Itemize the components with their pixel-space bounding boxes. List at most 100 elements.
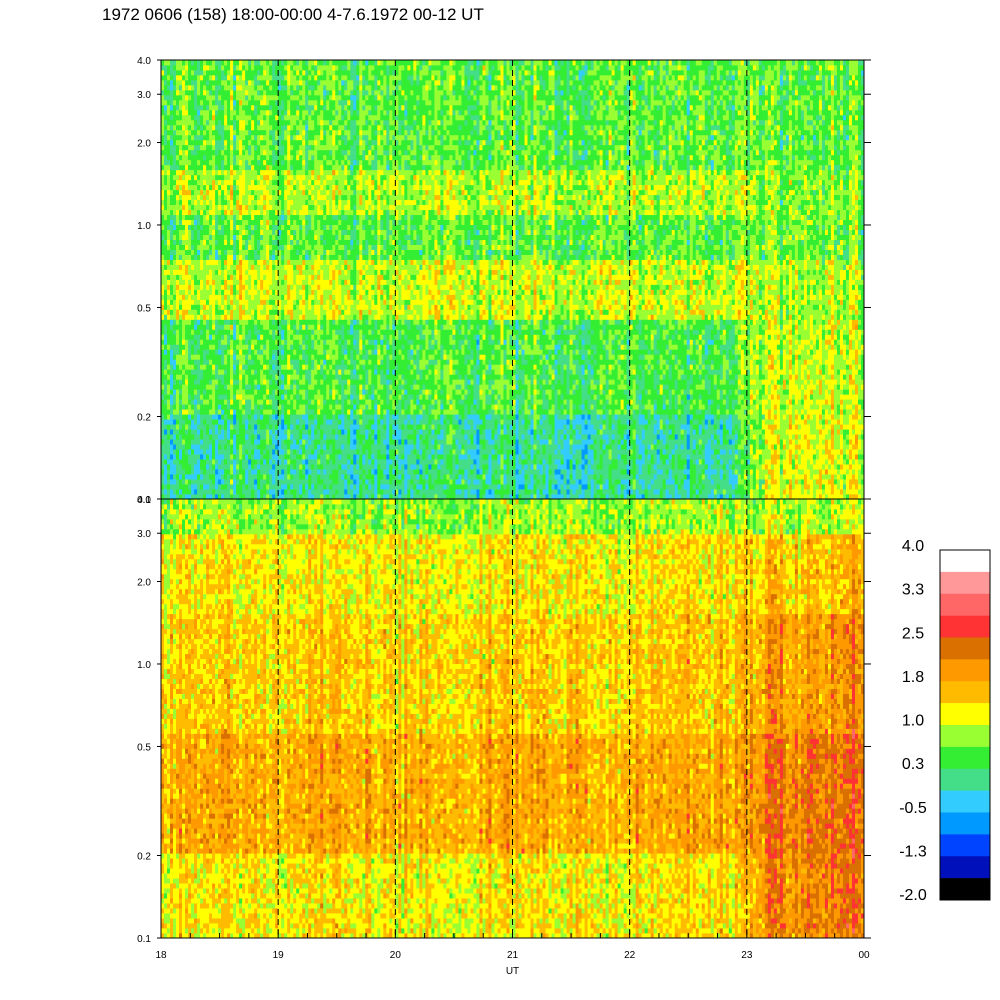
heatmap-cell	[203, 100, 206, 105]
heatmap-cell	[221, 304, 224, 309]
heatmap-cell	[233, 469, 236, 474]
heatmap-cell	[299, 160, 302, 165]
heatmap-cell	[278, 245, 281, 250]
heatmap-cell	[302, 449, 305, 454]
heatmap-cell	[194, 200, 197, 205]
heatmap-cell	[272, 145, 275, 150]
heatmap-cell	[167, 464, 170, 469]
heatmap-cell	[323, 299, 326, 304]
heatmap-cell	[326, 479, 329, 484]
heatmap-cell	[296, 364, 299, 369]
heatmap-cell	[164, 235, 167, 240]
heatmap-cell	[212, 240, 215, 245]
heatmap-cell	[236, 85, 239, 90]
heatmap-cell	[179, 265, 182, 270]
heatmap-cell	[326, 235, 329, 240]
heatmap-cell	[302, 120, 305, 125]
heatmap-cell	[227, 225, 230, 230]
heatmap-cell	[233, 105, 236, 110]
heatmap-cell	[197, 469, 200, 474]
heatmap-cell	[188, 85, 191, 90]
heatmap-cell	[215, 80, 218, 85]
heatmap-cell	[206, 190, 209, 195]
heatmap-cell	[188, 474, 191, 479]
heatmap-cell	[188, 439, 191, 444]
heatmap-cell	[290, 220, 293, 225]
heatmap-cell	[200, 280, 203, 285]
heatmap-cell	[290, 374, 293, 379]
heatmap-cell	[290, 419, 293, 424]
heatmap-cell	[224, 484, 227, 489]
heatmap-cell	[164, 260, 167, 265]
heatmap-cell	[215, 414, 218, 419]
heatmap-cell	[305, 140, 308, 145]
heatmap-cell	[167, 280, 170, 285]
heatmap-cell	[296, 275, 299, 280]
heatmap-cell	[188, 284, 191, 289]
heatmap-cell	[194, 75, 197, 80]
heatmap-cell	[326, 150, 329, 155]
heatmap-cell	[164, 374, 167, 379]
heatmap-cell	[167, 474, 170, 479]
heatmap-cell	[251, 210, 254, 215]
heatmap-cell	[230, 304, 233, 309]
heatmap-cell	[239, 414, 242, 419]
heatmap-cell	[227, 294, 230, 299]
heatmap-cell	[308, 419, 311, 424]
heatmap-cell	[320, 80, 323, 85]
heatmap-cell	[263, 414, 266, 419]
heatmap-cell	[320, 200, 323, 205]
heatmap-cell	[164, 95, 167, 100]
heatmap-cell	[326, 459, 329, 464]
heatmap-cell	[188, 404, 191, 409]
heatmap-cell	[227, 454, 230, 459]
heatmap-cell	[257, 130, 260, 135]
heatmap-cell	[257, 125, 260, 130]
heatmap-cell	[281, 135, 284, 140]
heatmap-cell	[188, 304, 191, 309]
heatmap-cell	[299, 314, 302, 319]
heatmap-cell	[239, 309, 242, 314]
heatmap-cell	[194, 359, 197, 364]
heatmap-cell	[311, 479, 314, 484]
heatmap-cell	[170, 284, 173, 289]
heatmap-cell	[272, 125, 275, 130]
heatmap-cell	[254, 339, 257, 344]
heatmap-cell	[227, 359, 230, 364]
heatmap-cell	[266, 65, 269, 70]
heatmap-cell	[245, 434, 248, 439]
heatmap-cell	[299, 120, 302, 125]
heatmap-cell	[278, 100, 281, 105]
heatmap-cell	[179, 115, 182, 120]
heatmap-cell	[287, 160, 290, 165]
heatmap-cell	[242, 265, 245, 270]
heatmap-cell	[257, 160, 260, 165]
heatmap-cell	[191, 220, 194, 225]
heatmap-cell	[308, 190, 311, 195]
heatmap-cell	[185, 459, 188, 464]
heatmap-cell	[233, 180, 236, 185]
heatmap-cell	[299, 235, 302, 240]
heatmap-cell	[182, 309, 185, 314]
heatmap-cell	[257, 484, 260, 489]
heatmap-cell	[236, 120, 239, 125]
heatmap-cell	[242, 354, 245, 359]
heatmap-cell	[182, 369, 185, 374]
heatmap-cell	[254, 185, 257, 190]
heatmap-cell	[230, 419, 233, 424]
heatmap-cell	[182, 379, 185, 384]
heatmap-cell	[170, 205, 173, 210]
heatmap-cell	[296, 200, 299, 205]
heatmap-cell	[329, 215, 332, 220]
heatmap-cell	[209, 195, 212, 200]
heatmap-cell	[281, 369, 284, 374]
heatmap-cell	[299, 255, 302, 260]
heatmap-cell	[200, 140, 203, 145]
heatmap-cell	[314, 384, 317, 389]
heatmap-cell	[176, 319, 179, 324]
heatmap-cell	[248, 419, 251, 424]
heatmap-cell	[176, 250, 179, 255]
heatmap-cell	[167, 299, 170, 304]
heatmap-cell	[260, 110, 263, 115]
heatmap-cell	[284, 225, 287, 230]
